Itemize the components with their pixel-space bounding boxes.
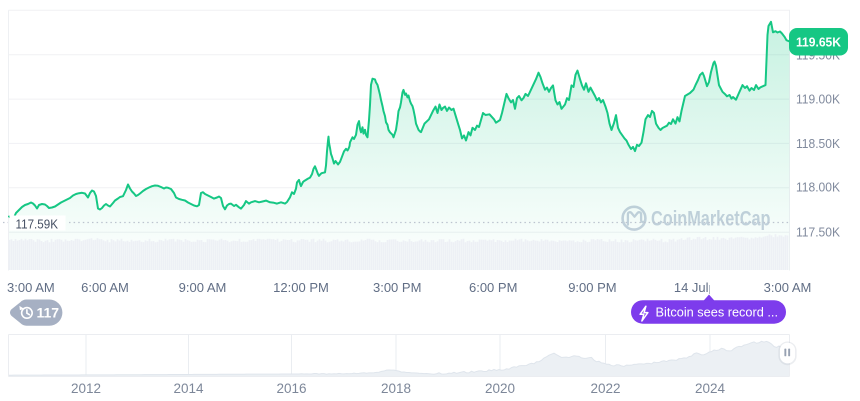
svg-text:2014: 2014	[173, 381, 204, 396]
svg-text:118.00K: 118.00K	[796, 180, 840, 195]
svg-text:2016: 2016	[276, 381, 306, 396]
svg-text:2022: 2022	[590, 381, 620, 396]
svg-text:117: 117	[37, 305, 60, 321]
svg-text:12:00 PM: 12:00 PM	[273, 280, 329, 295]
svg-text:2024: 2024	[695, 381, 726, 396]
svg-text:2018: 2018	[381, 381, 411, 396]
svg-text:Bitcoin sees record ...: Bitcoin sees record ...	[656, 305, 779, 320]
svg-text:3:00 AM: 3:00 AM	[7, 280, 55, 295]
svg-text:119.65K: 119.65K	[796, 34, 841, 49]
svg-text:2012: 2012	[71, 381, 101, 396]
svg-text:117.50K: 117.50K	[796, 225, 840, 240]
svg-text:3:00 PM: 3:00 PM	[373, 280, 421, 295]
svg-text:117.59K: 117.59K	[16, 217, 59, 232]
svg-text:9:00 AM: 9:00 AM	[179, 280, 227, 295]
svg-text:119.00K: 119.00K	[796, 91, 840, 106]
svg-text:2020: 2020	[485, 381, 515, 396]
svg-text:6:00 AM: 6:00 AM	[81, 280, 129, 295]
svg-text:14 Jul: 14 Jul	[674, 280, 709, 295]
svg-text:6:00 PM: 6:00 PM	[469, 280, 517, 295]
svg-text:3:00 AM: 3:00 AM	[764, 280, 812, 295]
svg-text:9:00 PM: 9:00 PM	[568, 280, 616, 295]
svg-text:118.50K: 118.50K	[796, 136, 840, 151]
